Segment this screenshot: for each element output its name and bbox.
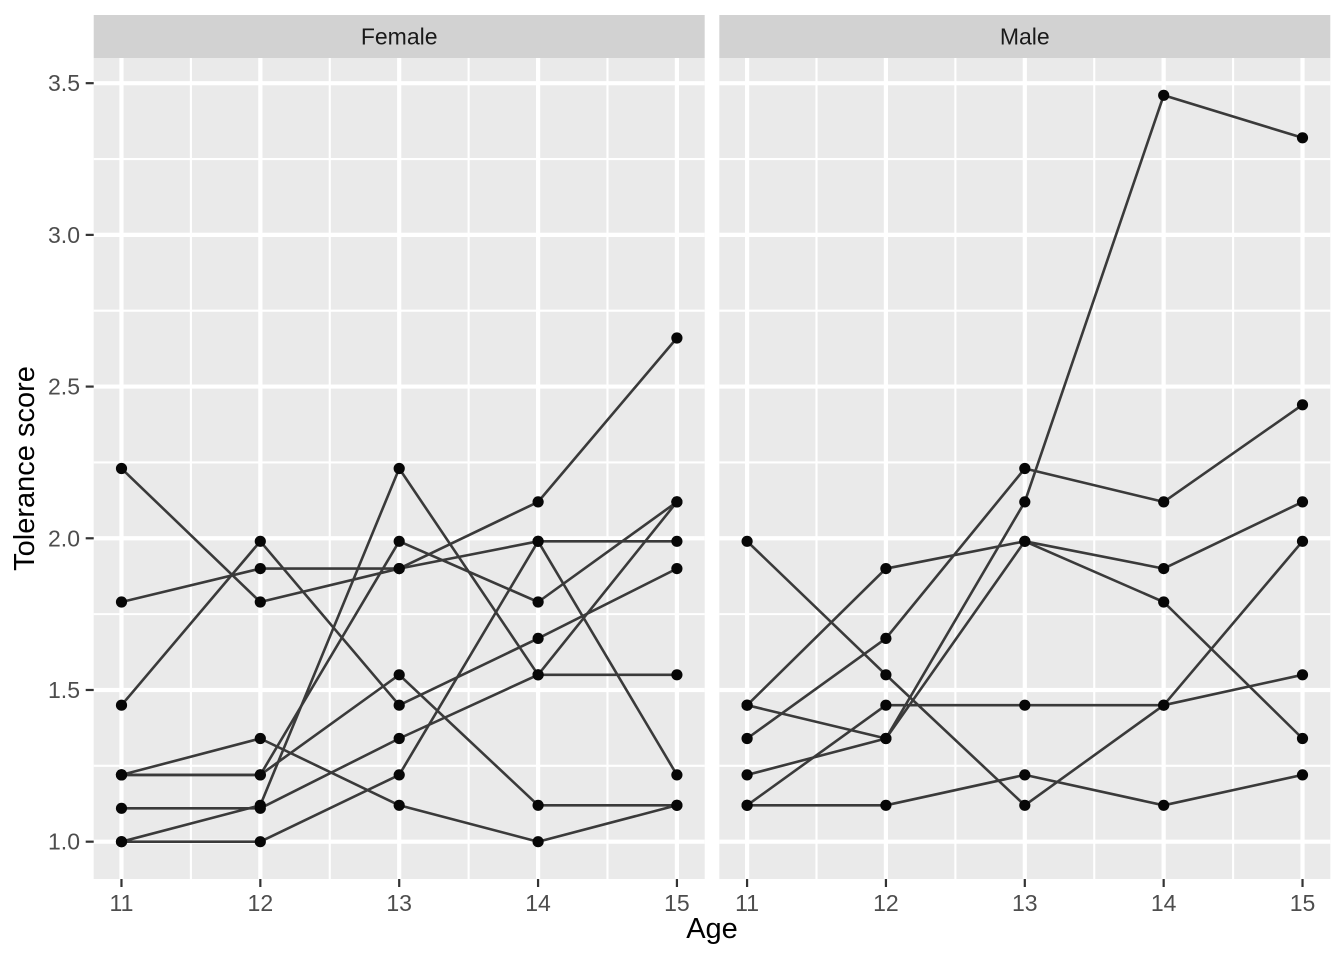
- data-point-female-subject-7-age-11: [115, 769, 128, 781]
- data-point-female-subject-6-age-15: [671, 769, 683, 781]
- data-point-female-subject-9-age-15: [671, 496, 683, 508]
- data-point-male-subject-6-age-15: [1296, 132, 1309, 144]
- data-point-male-subject-1-age-12: [880, 699, 892, 711]
- data-point-male-subject-5-age-12: [880, 669, 892, 681]
- y-tick-label-2.0: 2.0: [48, 525, 80, 551]
- y-tick-label-1.0: 1.0: [48, 829, 80, 855]
- data-point-male-subject-6-age-14: [1158, 89, 1170, 101]
- data-point-female-subject-9-age-11: [115, 802, 128, 814]
- data-point-male-subject-1-age-15: [1296, 535, 1309, 547]
- data-point-male-subject-5-age-15: [1296, 669, 1309, 681]
- data-point-male-subject-2-age-15: [1296, 732, 1309, 745]
- data-point-female-subject-8-age-15: [671, 669, 683, 681]
- data-point-male-subject-7-age-15: [1296, 496, 1309, 508]
- x-tick-label-male-12: 12: [873, 890, 899, 916]
- y-tick-label-3.5: 3.5: [48, 70, 80, 96]
- data-point-male-subject-7-age-11: [741, 699, 753, 711]
- data-point-male-subject-4-age-13: [1019, 769, 1031, 781]
- data-point-female-subject-1-age-12: [254, 596, 266, 608]
- y-tick-label-1.5: 1.5: [48, 677, 80, 703]
- data-point-female-subject-3-age-15: [671, 563, 683, 575]
- data-point-male-subject-4-age-11: [741, 799, 753, 811]
- data-point-male-subject-6-age-11: [741, 769, 753, 781]
- data-point-male-subject-6-age-12: [880, 732, 892, 745]
- facet-label-female: Female: [361, 24, 438, 50]
- data-point-male-subject-7-age-12: [880, 563, 892, 575]
- data-point-female-subject-1-age-15: [671, 332, 683, 344]
- data-point-male-subject-7-age-14: [1158, 563, 1170, 575]
- x-tick-label-male-14: 14: [1151, 890, 1177, 916]
- data-point-male-subject-1-age-13: [1019, 699, 1031, 711]
- facet-label-male: Male: [1000, 24, 1050, 50]
- data-point-female-subject-3-age-12: [254, 535, 266, 547]
- data-point-female-subject-4-age-13: [393, 563, 405, 575]
- data-point-female-subject-9-age-14: [532, 669, 544, 681]
- data-point-female-subject-6-age-12: [254, 836, 266, 848]
- data-point-male-subject-5-age-14: [1158, 699, 1170, 711]
- data-point-male-subject-3-age-11: [741, 732, 753, 745]
- data-point-male-subject-3-age-15: [1296, 399, 1309, 411]
- y-tick-label-3.0: 3.0: [48, 222, 80, 248]
- data-point-female-subject-2-age-14: [532, 799, 544, 811]
- data-point-female-subject-1-age-11: [115, 462, 128, 475]
- data-point-female-subject-5-age-13: [393, 799, 405, 811]
- x-tick-label-female-12: 12: [248, 890, 274, 916]
- data-point-female-subject-3-age-11: [115, 699, 128, 711]
- x-tick-label-male-11: 11: [735, 890, 759, 916]
- panels-layer: Female Male: [93, 15, 1331, 879]
- data-point-female-subject-6-age-13: [393, 769, 405, 781]
- x-tick-label-female-14: 14: [525, 890, 551, 916]
- data-point-female-subject-4-age-12: [254, 563, 266, 575]
- y-axis-title: Tolerance score: [9, 366, 41, 571]
- data-point-female-subject-4-age-11: [115, 596, 128, 608]
- data-point-female-subject-8-age-11: [115, 836, 128, 848]
- x-tick-label-male-15: 15: [1290, 890, 1316, 916]
- data-point-female-subject-6-age-14: [532, 535, 544, 547]
- data-point-female-subject-8-age-13: [393, 462, 405, 475]
- data-point-male-subject-4-age-12: [880, 799, 892, 811]
- x-tick-label-female-11: 11: [110, 890, 134, 916]
- data-point-male-subject-3-age-13: [1019, 462, 1031, 475]
- facet-strip-male: [719, 15, 1331, 58]
- data-point-male-subject-4-age-14: [1158, 799, 1170, 811]
- data-point-male-subject-5-age-13: [1019, 799, 1031, 811]
- data-point-female-subject-1-age-14: [532, 496, 544, 508]
- data-point-male-subject-7-age-13: [1019, 535, 1031, 547]
- data-point-female-subject-7-age-14: [532, 596, 544, 608]
- data-point-female-subject-3-age-13: [393, 699, 405, 711]
- data-point-female-subject-3-age-14: [532, 632, 544, 645]
- data-point-female-subject-9-age-13: [393, 732, 405, 745]
- data-point-female-subject-5-age-15: [671, 799, 683, 811]
- x-axis-title: Age: [686, 913, 738, 945]
- data-point-male-subject-2-age-14: [1158, 596, 1170, 608]
- data-point-female-subject-4-age-15: [671, 535, 683, 547]
- data-point-male-subject-4-age-15: [1296, 769, 1309, 781]
- data-point-female-subject-5-age-12: [254, 732, 266, 745]
- facet-strip-female: [93, 15, 705, 58]
- data-point-female-subject-7-age-12: [254, 769, 266, 781]
- data-point-female-subject-2-age-13: [393, 669, 405, 681]
- x-tick-label-male-13: 13: [1012, 890, 1038, 916]
- axes-layer: 11 12 13 14 15 11 12 13 14 15 1.0 1.5 2.0 2.5 3.0 3.5: [48, 70, 1315, 916]
- data-point-male-subject-5-age-11: [741, 535, 753, 547]
- x-tick-label-female-15: 15: [664, 890, 690, 916]
- data-point-male-subject-6-age-13: [1019, 496, 1031, 508]
- data-point-male-subject-3-age-12: [880, 632, 892, 645]
- x-tick-label-female-13: 13: [386, 890, 412, 916]
- data-point-male-subject-3-age-14: [1158, 496, 1170, 508]
- y-tick-label-2.5: 2.5: [48, 374, 80, 400]
- data-point-female-subject-7-age-13: [393, 535, 405, 547]
- data-point-female-subject-5-age-14: [532, 836, 544, 848]
- data-point-female-subject-9-age-12: [254, 802, 266, 814]
